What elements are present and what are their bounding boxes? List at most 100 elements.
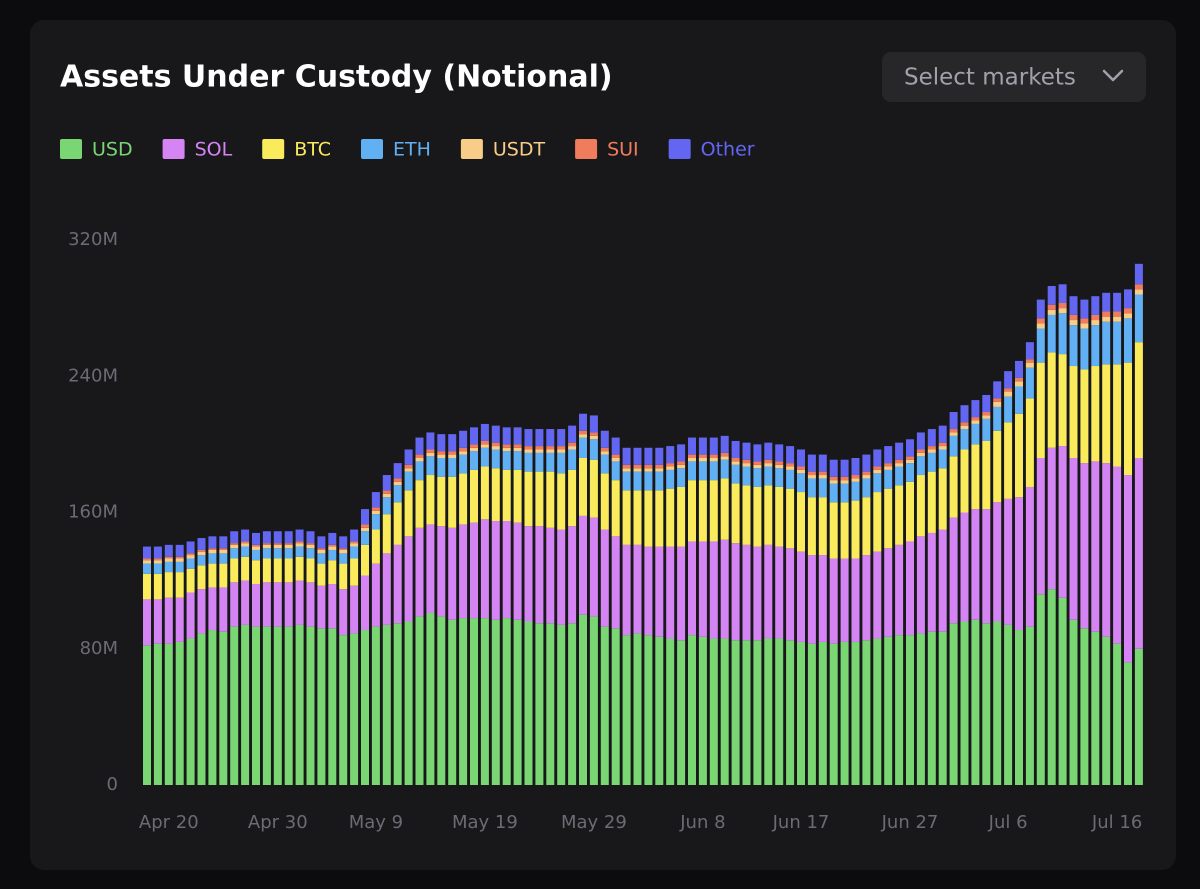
bar-segment [568,526,577,624]
bar-segment [807,454,816,472]
x-tick-label: Jun 8 [679,812,725,833]
bar-segment [698,636,707,785]
bar-segment [1113,316,1122,322]
bar-segment [1047,309,1056,315]
bar-segment [807,643,816,785]
bar-segment [371,563,380,627]
bar-segment [579,434,587,438]
bar-segment [241,546,250,557]
bar-segment [1134,342,1143,458]
x-tick-label: Jun 17 [772,812,830,833]
bar-segment [622,544,631,636]
bar-segment [448,434,457,452]
bar-segment [818,454,827,472]
bar-segment [753,640,762,785]
bar-segment [1069,325,1078,367]
bar-segment [862,640,871,785]
bar-segment [764,638,773,785]
bar-segment [698,454,707,458]
bar-segment [241,529,250,542]
bar-segment [916,475,925,537]
bar-segment [960,429,969,450]
bar-segment [480,447,489,467]
bar-segment [709,480,718,542]
bar-segment [589,435,598,440]
bar-segment [1047,304,1056,310]
bar-segment [361,630,369,785]
bar-segment [742,640,751,785]
bar-segment [644,635,653,785]
bar-segment [230,582,239,627]
bar-segment [1015,377,1023,382]
bar-segment [873,492,882,552]
bar-segment [371,529,380,564]
bar-segment [579,437,587,458]
bar-segment [219,631,228,785]
bar-segment [993,621,1002,785]
bar-segment [524,452,533,472]
bar-segment [611,437,620,455]
bar-segment [688,454,696,458]
bar-segment [622,635,631,785]
bar-segment [895,442,904,460]
button-label[interactable]: Select markets [904,65,1076,91]
bar-segment [633,447,642,465]
bar-segment [666,638,675,785]
bar-segment [829,502,838,559]
bar-segment [284,582,293,627]
bar-segment [186,638,195,785]
bar-segment [426,452,435,457]
bar-segment [916,633,925,785]
bar-segment [252,544,260,547]
bar-segment [208,630,217,785]
bar-segment [731,461,740,465]
bar-segment [546,471,555,528]
bar-segment [480,618,489,785]
bar-segment [862,454,871,472]
bar-segment [339,548,348,550]
bar-segment [1058,354,1067,447]
bar-segment [393,502,402,545]
bar-segment [306,548,315,559]
bar-segment [938,468,947,530]
bar-segment [1091,461,1100,632]
bar-segment [262,626,271,785]
bar-segment [1102,364,1111,464]
bar-segment [252,560,260,585]
bar-segment [371,626,380,785]
bar-segment [1124,308,1132,314]
bar-segment [252,549,260,561]
bar-segment [546,527,555,624]
bar-segment [568,449,577,470]
bar-segment [164,643,173,785]
bar-segment [742,466,751,486]
button-bg[interactable] [882,52,1146,102]
bar-segment [688,480,696,542]
bar-segment [818,478,827,498]
bar-segment [1134,284,1143,290]
bar-segment [938,446,947,450]
bar-segment [143,560,151,564]
bar-segment [1047,285,1056,305]
bar-segment [371,514,380,530]
bar-segment [382,553,391,625]
chevron[interactable] [1102,69,1124,82]
bar-segment [775,464,784,469]
bar-segment [1036,323,1045,329]
bar-segment [720,478,729,540]
select-markets-button[interactable]: Select markets [882,52,1146,102]
bar-segment [731,640,740,785]
bar-segment [895,466,904,486]
bar-segment [873,551,882,639]
bar-segment [655,546,664,637]
bar-segment [513,469,522,523]
bar-segment [153,558,162,561]
x-tick-label: Jun 27 [881,812,939,833]
bar-segment [273,544,282,549]
bar-segment [1080,369,1089,464]
bar-segment [698,458,707,462]
bar-segment [339,536,348,549]
bar-segment [949,435,958,457]
bar-segment [786,466,795,470]
bar-segment [143,599,151,646]
